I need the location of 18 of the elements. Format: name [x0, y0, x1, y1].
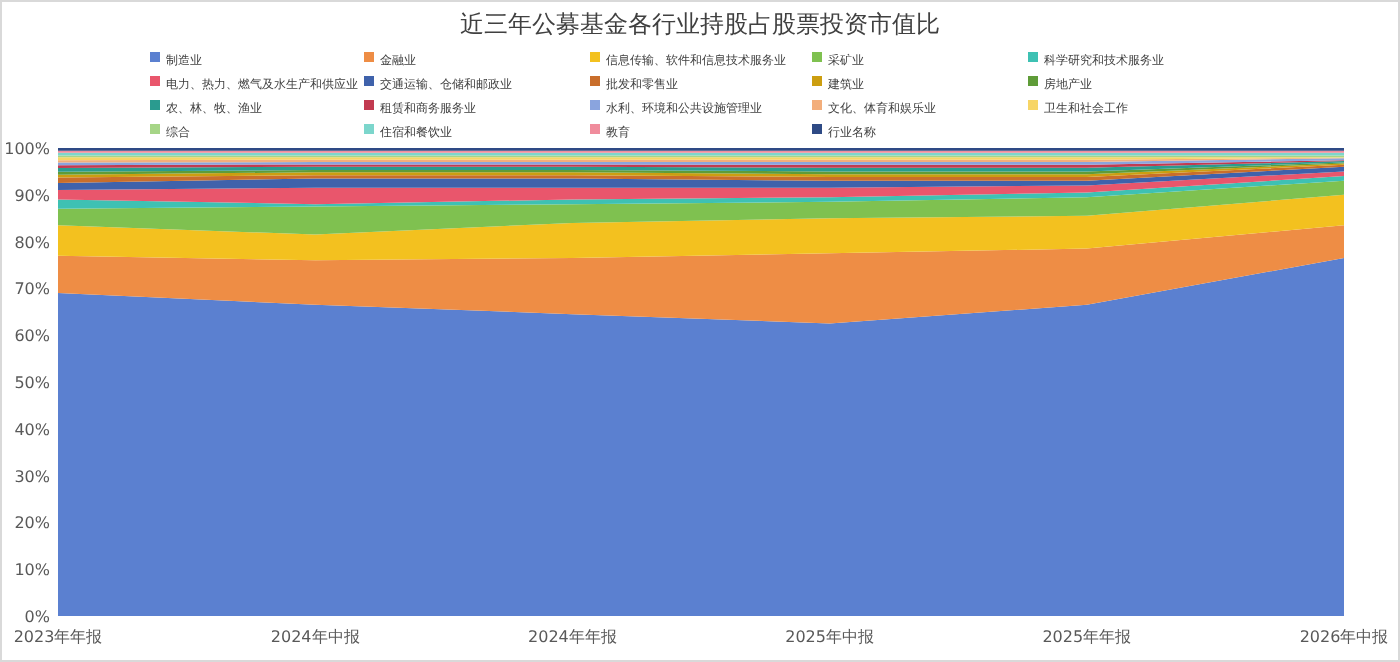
y-tick-label: 10%	[14, 561, 51, 580]
x-tick-label: 2025年年报	[1042, 628, 1132, 646]
y-tick-label: 90%	[14, 186, 51, 205]
chart-title: 近三年公募基金各行业持股占股票投资市值比	[460, 10, 940, 38]
y-tick-label: 60%	[14, 327, 51, 346]
y-tick-label: 0%	[24, 608, 51, 626]
y-tick-label: 70%	[14, 280, 51, 299]
x-tick-label: 2025年中报	[785, 628, 874, 646]
y-tick-label: 50%	[14, 374, 51, 392]
x-tick-label: 2024年年报	[528, 628, 617, 646]
y-tick-label: 80%	[14, 233, 51, 252]
y-tick-label: 100%	[4, 140, 51, 158]
x-tick-label: 2026年中报	[1299, 628, 1389, 646]
y-tick-label: 30%	[14, 467, 51, 486]
x-tick-label: 2024年中报	[270, 628, 360, 646]
y-tick-label: 40%	[14, 420, 51, 439]
y-tick-label: 20%	[14, 514, 51, 533]
x-tick-label: 2023年年报	[13, 628, 103, 646]
